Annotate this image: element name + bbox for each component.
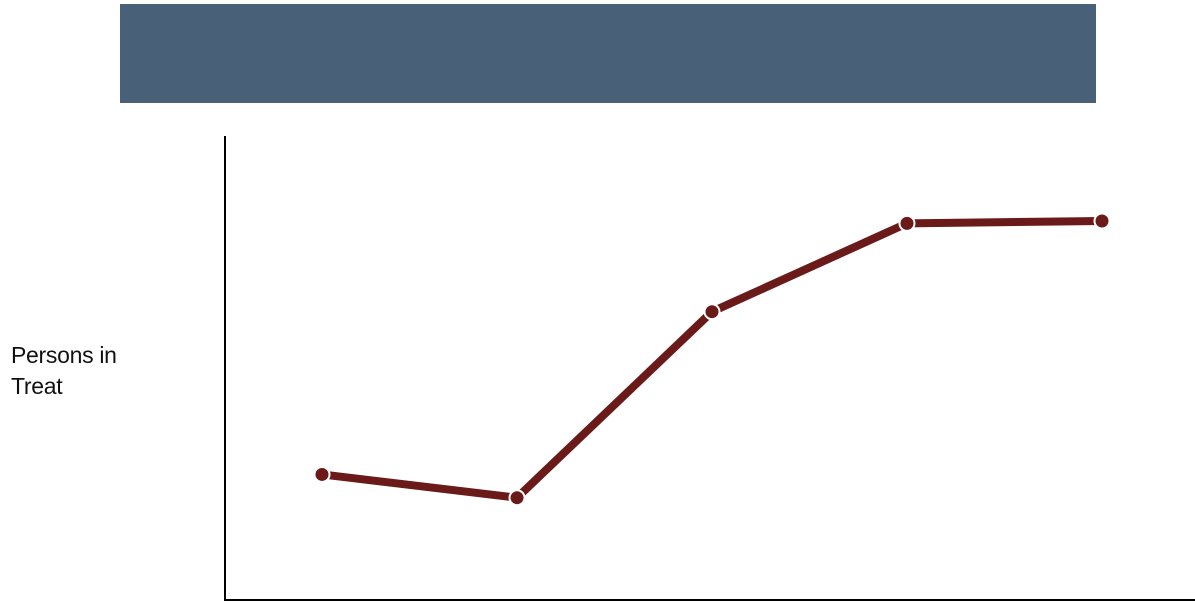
- data-point: [898, 214, 916, 232]
- data-point: [703, 303, 721, 321]
- series-layer: [313, 212, 1111, 507]
- series-line: [318, 217, 1106, 502]
- data-point: [1093, 212, 1111, 230]
- data-point: [313, 465, 331, 483]
- y-axis-label: Persons in Treat: [11, 340, 161, 402]
- y-axis-label-line-1: Persons in: [11, 342, 117, 368]
- y-axis-label-line-2: Treat: [11, 373, 63, 399]
- header-banner: [120, 4, 1096, 103]
- data-point: [508, 489, 526, 507]
